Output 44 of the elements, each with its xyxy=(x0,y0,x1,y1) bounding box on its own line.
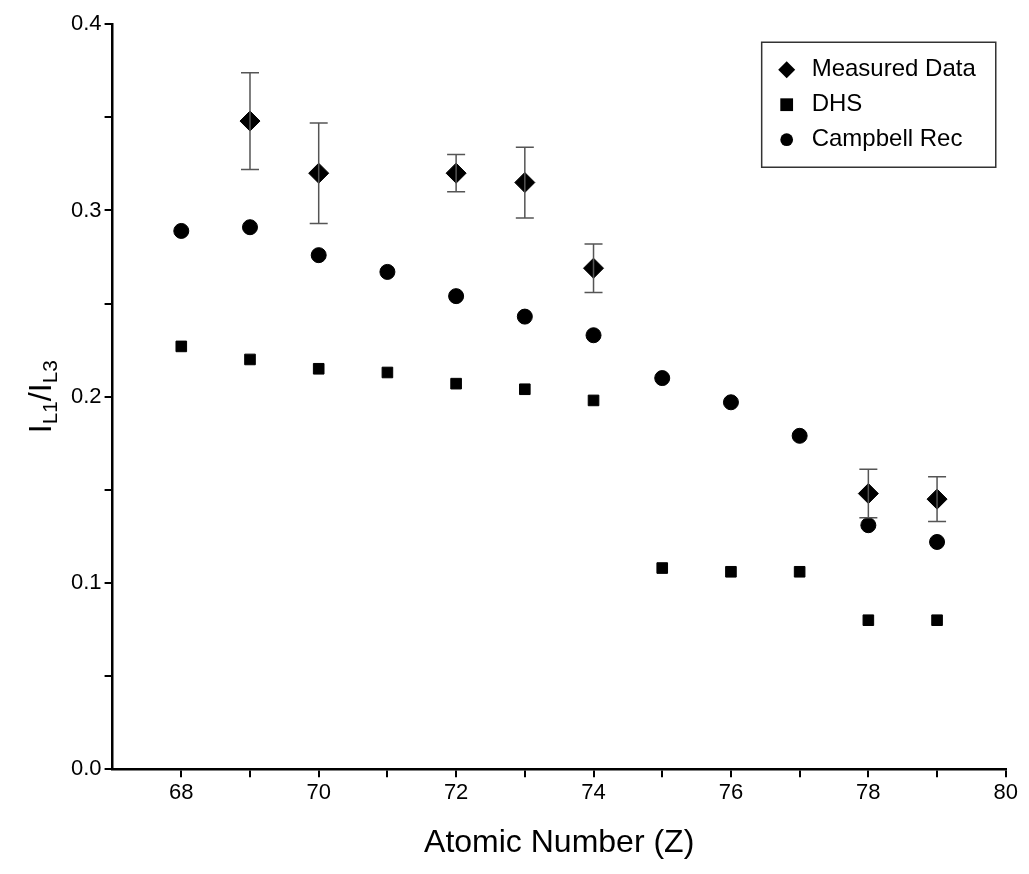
point xyxy=(929,533,946,550)
point xyxy=(931,614,943,626)
point xyxy=(308,162,330,184)
point xyxy=(583,257,605,279)
x-tick-label: 80 xyxy=(993,779,1019,805)
x-tick-label: 74 xyxy=(581,779,606,805)
point xyxy=(860,517,877,534)
y-tick-label: 0.2 xyxy=(70,382,102,408)
legend-label: DHS xyxy=(811,89,863,117)
y-tick-label: 0.4 xyxy=(70,10,102,36)
y-tick-label: 0.0 xyxy=(70,755,102,781)
x-tick-label: 72 xyxy=(443,779,469,805)
point xyxy=(516,308,533,325)
point xyxy=(242,219,258,236)
y-axis-title: IL1/IL3 xyxy=(21,360,62,434)
point xyxy=(725,565,737,578)
y-tick-label: 0.3 xyxy=(70,196,102,222)
point xyxy=(656,562,669,574)
point xyxy=(379,263,396,280)
point xyxy=(791,427,808,444)
point xyxy=(448,288,465,305)
point xyxy=(587,394,600,407)
point xyxy=(862,614,875,626)
x-axis-title: Atomic Number (Z) xyxy=(424,822,695,859)
point xyxy=(585,327,602,344)
point xyxy=(312,362,325,375)
x-tick-label: 68 xyxy=(169,779,194,805)
y-tick-label: 0.1 xyxy=(70,569,102,595)
point xyxy=(450,377,462,390)
point xyxy=(173,222,190,239)
point xyxy=(310,247,327,264)
x-tick-label: 78 xyxy=(856,779,881,805)
legend-label: Measured Data xyxy=(811,54,977,82)
point xyxy=(381,366,394,379)
point xyxy=(519,383,531,396)
point xyxy=(244,353,256,366)
point xyxy=(857,483,879,505)
x-tick-label: 76 xyxy=(718,779,744,805)
point xyxy=(654,370,671,387)
legend-label: Campbell Rec xyxy=(811,124,963,152)
point xyxy=(722,394,739,411)
x-tick-label: 70 xyxy=(306,779,331,805)
point xyxy=(793,565,806,578)
point xyxy=(175,340,188,353)
